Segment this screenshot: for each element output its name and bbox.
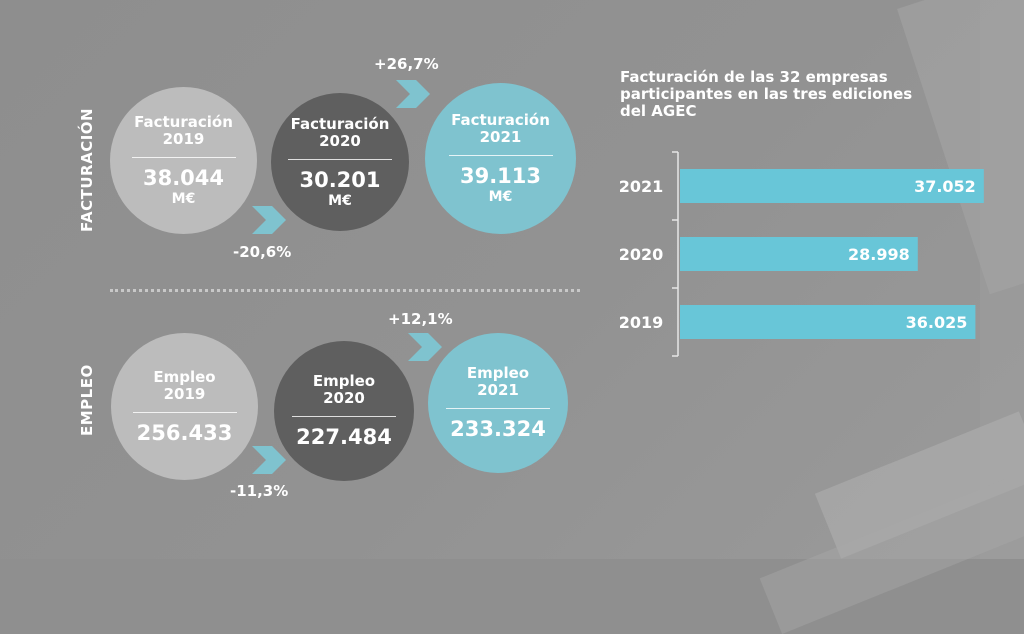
circle-unit: M€ (171, 191, 196, 207)
data-label: 28.998 (848, 245, 910, 264)
divider-line (132, 411, 237, 413)
bar (680, 305, 976, 339)
circle-empleo-2019: Empleo 2019 256.433 (111, 333, 258, 480)
bar-chart: 2021 37.052 2020 28.998 2019 36.025 (619, 151, 984, 357)
divider-line (446, 408, 550, 409)
circle-label: Facturación 2020 (290, 114, 390, 150)
circle-label: Facturación 2019 (134, 113, 233, 148)
circle-empleo-2020: Empleo 2020 227.484 (274, 341, 414, 481)
circle-value: 30.201 (299, 167, 381, 192)
divider-line (131, 157, 236, 158)
data-label: 36.025 (906, 313, 968, 332)
divider-line (288, 158, 392, 160)
circle-label: Empleo 2019 (153, 367, 216, 403)
circle-value: 39.113 (459, 164, 542, 188)
circle-label: Facturación 2021 (451, 111, 550, 146)
divider-line (292, 416, 396, 417)
circle-value: 233.324 (450, 417, 546, 441)
divider-line (448, 155, 553, 156)
bar (680, 237, 918, 271)
circle-label: Empleo 2021 (466, 364, 530, 399)
chevron-right-icon (252, 446, 286, 474)
change-label-down: -20,6% (233, 243, 292, 261)
tick-label: 2019 (619, 313, 664, 332)
chart-title: Facturación de las 32 empresas participa… (620, 68, 913, 120)
circle-value: 227.484 (296, 425, 392, 449)
circle-value: 38.044 (142, 166, 225, 190)
tick-label: 2020 (619, 245, 664, 264)
chevron-right-icon (252, 206, 286, 234)
circle-facturacion-2019: Facturación 2019 38.044 M€ (110, 87, 257, 234)
tick-label: 2021 (619, 177, 664, 196)
section-divider (110, 289, 580, 292)
circle-value: 256.433 (136, 420, 233, 445)
bar (680, 169, 984, 203)
circle-facturacion-2021: Facturación 2021 39.113 M€ (425, 83, 576, 234)
circle-unit: M€ (488, 189, 513, 205)
data-label: 37.052 (914, 177, 976, 196)
circle-label: Empleo 2020 (312, 372, 376, 407)
circle-unit: M€ (328, 192, 352, 209)
change-label-down: -11,3% (230, 482, 289, 500)
chevron-right-icon (408, 333, 442, 361)
change-label-up: +26,7% (374, 55, 439, 73)
change-label-up: +12,1% (388, 310, 453, 328)
circle-empleo-2021: Empleo 2021 233.324 (428, 333, 568, 473)
circle-facturacion-2020: Facturación 2020 30.201 M€ (271, 93, 409, 231)
chevron-right-icon (396, 80, 430, 108)
